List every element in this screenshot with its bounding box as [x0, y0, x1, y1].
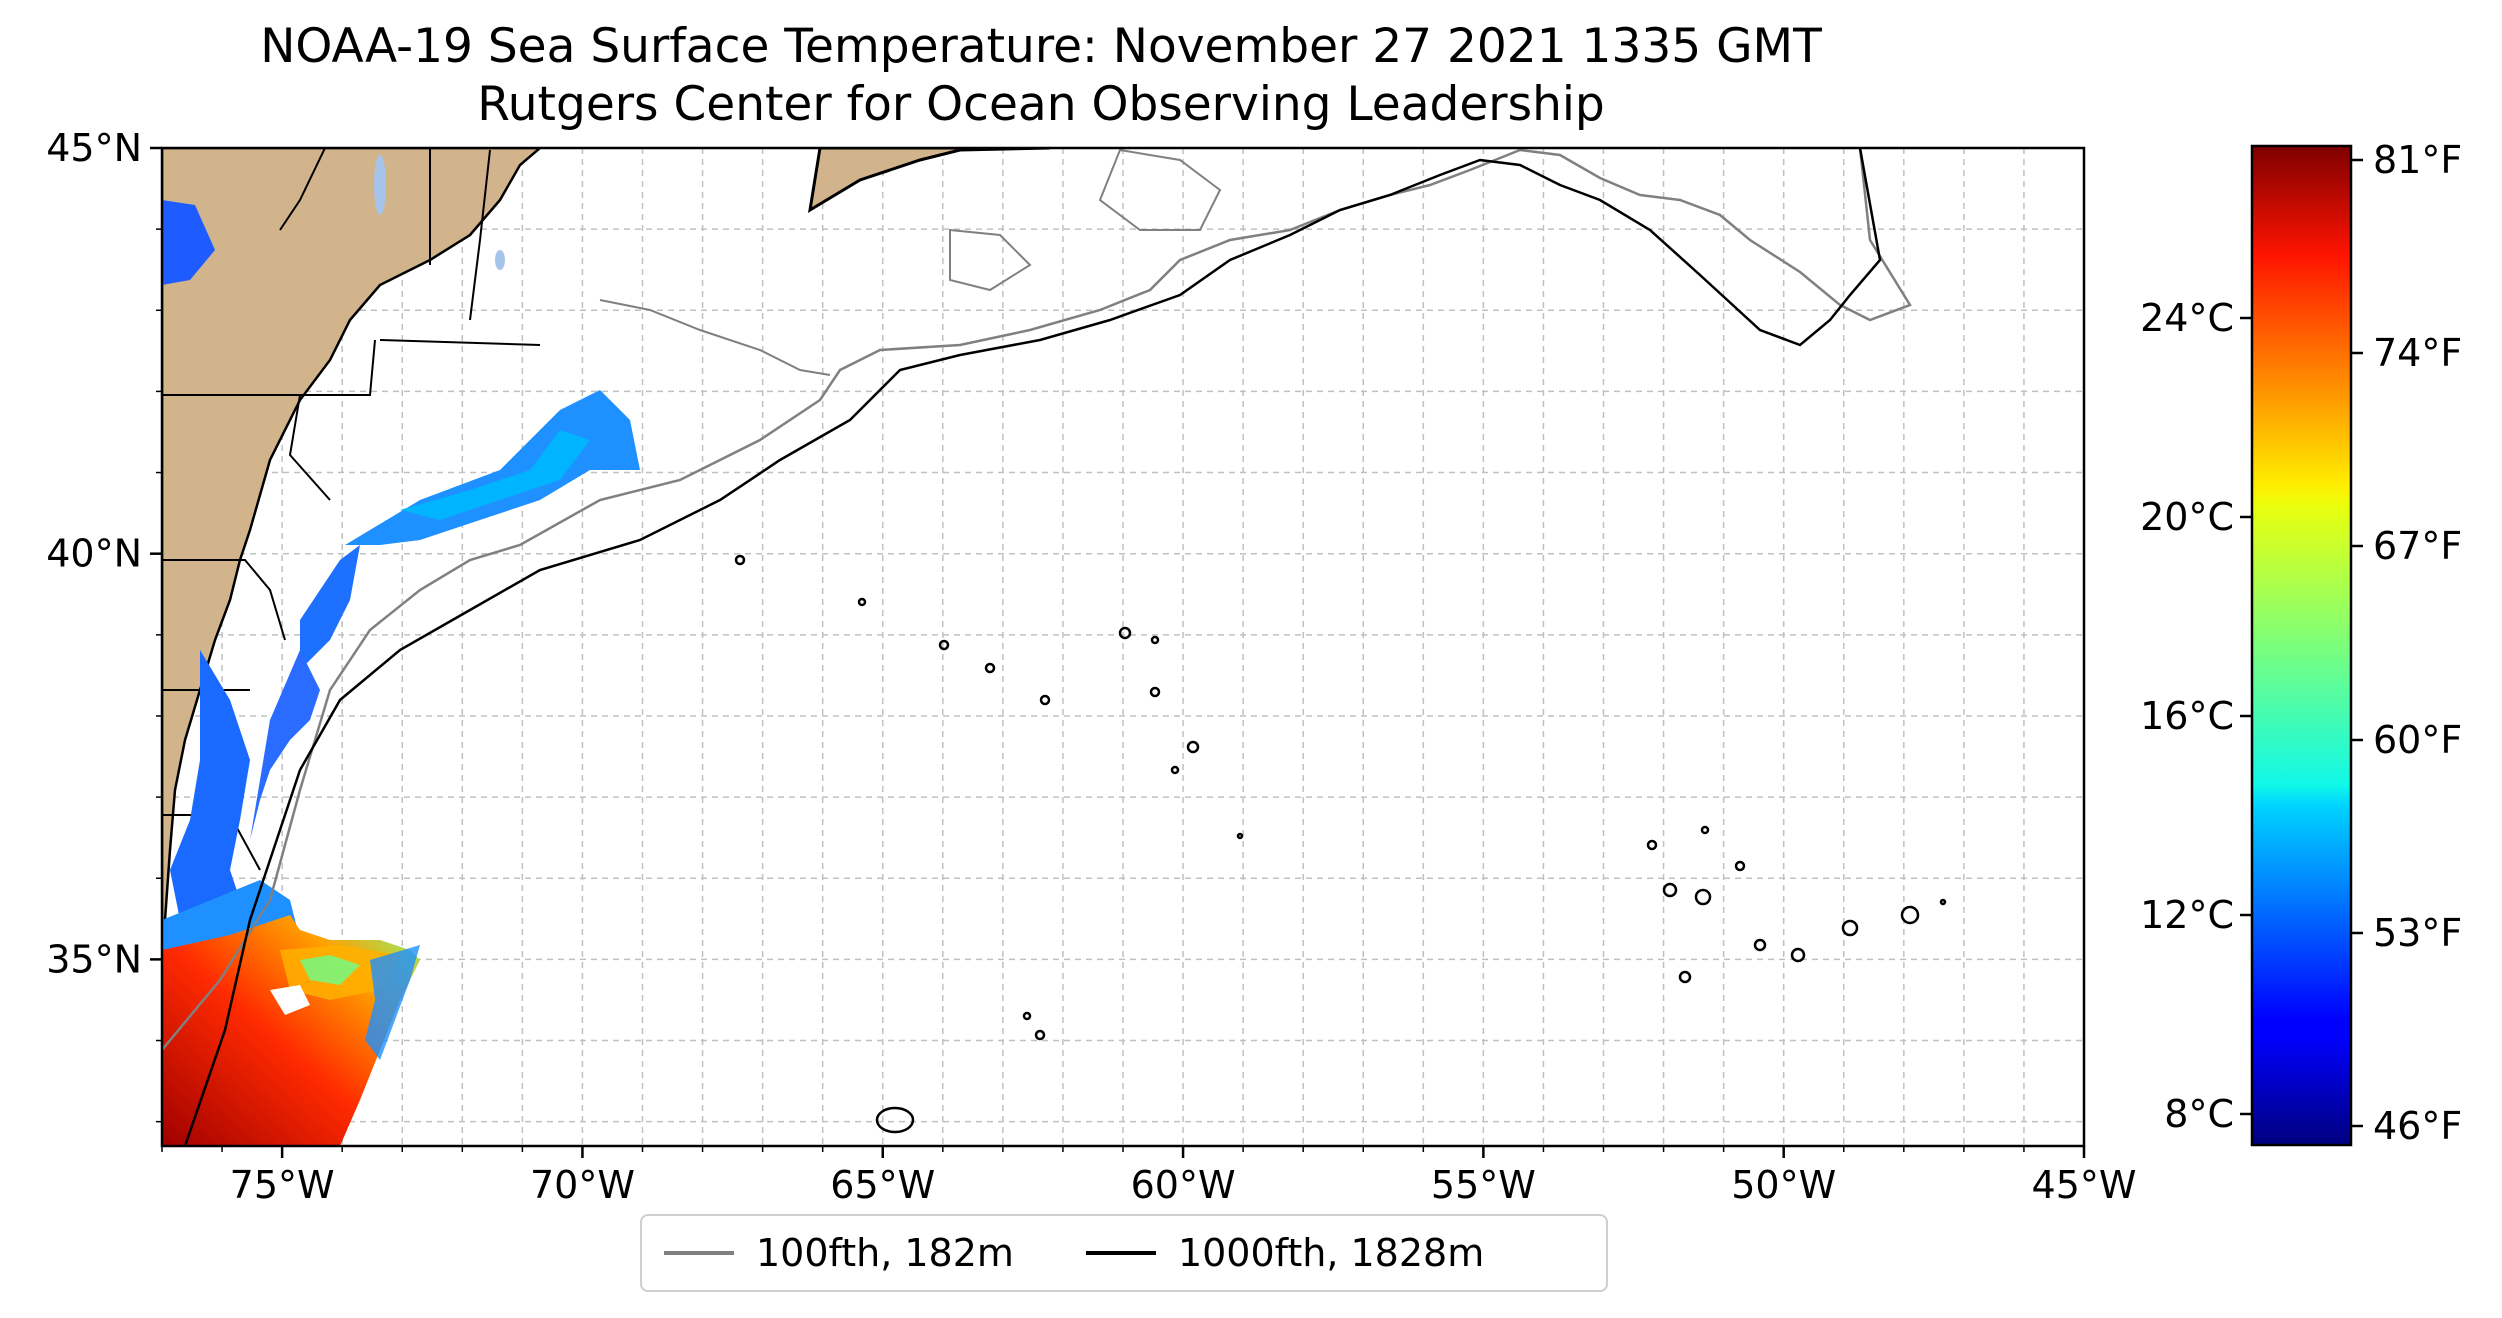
fahrenheit-tick-label: 53°F — [2373, 911, 2462, 955]
lon-tick-label: 45°W — [2032, 1163, 2137, 1207]
map-area — [162, 148, 2084, 1146]
legend-item-1000fth: 1000fth, 1828m — [1085, 1231, 1534, 1275]
fahrenheit-tick-label: 46°F — [2373, 1104, 2462, 1148]
fahrenheit-tick-label: 74°F — [2373, 331, 2462, 375]
celsius-tick-label: 12°C — [2140, 893, 2234, 937]
sst-swath — [162, 200, 640, 1146]
celsius-tick-label: 16°C — [2140, 694, 2234, 738]
colorbar-fahrenheit-axis: 46°F 53°F 60°F 67°F 74°F 81°F — [2351, 138, 2462, 1148]
lat-tick-label: 35°N — [46, 937, 142, 981]
latitude-axis: 35°N 40°N 45°N — [46, 126, 162, 1123]
legend-label-1000fth: 1000fth, 1828m — [1177, 1231, 1485, 1275]
land-mass-nova-scotia — [808, 148, 1051, 213]
celsius-tick-label: 24°C — [2140, 296, 2234, 340]
chart-title: NOAA-19 Sea Surface Temperature: Novembe… — [260, 19, 1822, 74]
legend-label-100fth: 100fth, 182m — [756, 1231, 1014, 1275]
lon-tick-label: 55°W — [1431, 1163, 1536, 1207]
fahrenheit-tick-label: 81°F — [2373, 138, 2462, 182]
seamounts — [734, 554, 1947, 1134]
celsius-tick-label: 20°C — [2140, 495, 2234, 539]
lon-tick-label: 60°W — [1131, 1163, 1236, 1207]
lat-tick-label: 40°N — [46, 532, 142, 576]
isobath-100fth — [162, 148, 1912, 1051]
legend-swatch-1000fth — [1085, 1251, 1156, 1255]
lon-tick-label: 70°W — [530, 1163, 635, 1207]
colorbar — [2250, 144, 2353, 1147]
fahrenheit-tick-label: 60°F — [2373, 718, 2462, 762]
chart-subtitle: Rutgers Center for Ocean Observing Leade… — [477, 77, 1605, 132]
lakes — [374, 155, 505, 270]
isobath-1000fth — [183, 148, 1882, 1146]
colorbar-celsius-axis: 8°C 12°C 16°C 20°C 24°C — [2140, 296, 2252, 1136]
isobath-100fth-banks — [949, 148, 1222, 292]
fahrenheit-tick-label: 67°F — [2373, 524, 2462, 568]
lon-tick-label: 65°W — [830, 1163, 935, 1207]
land-mass-us — [162, 148, 542, 961]
lon-tick-label: 50°W — [1731, 1163, 1836, 1207]
map-gridlines — [162, 148, 2084, 1146]
longitude-axis: 75°W 70°W 65°W 60°W 55°W 50°W 45°W — [161, 1146, 2137, 1207]
legend-swatch-100fth — [664, 1251, 734, 1255]
isobath-legend: 100fth, 182m 1000fth, 1828m — [640, 1214, 1608, 1292]
legend-item-100fth: 100fth, 182m — [664, 1231, 1064, 1275]
isobath-100fth-inner — [599, 299, 831, 376]
lon-tick-label: 75°W — [230, 1163, 335, 1207]
celsius-tick-label: 8°C — [2164, 1092, 2234, 1136]
lat-tick-label: 45°N — [46, 126, 142, 170]
